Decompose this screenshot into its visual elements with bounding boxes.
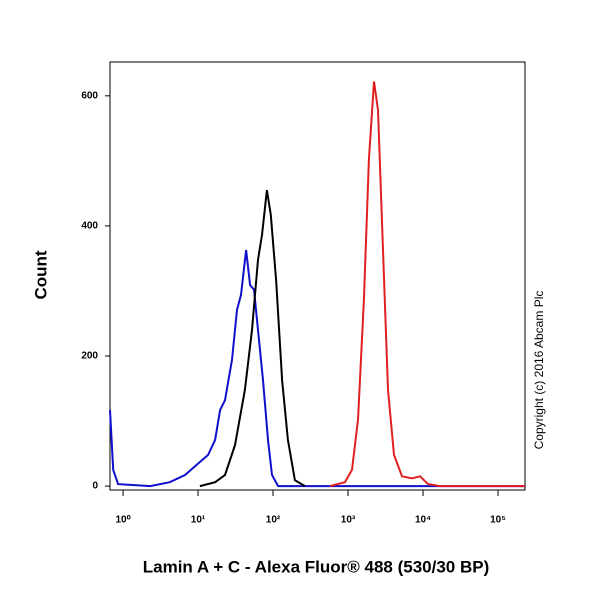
x-tick-label: 10⁵: [490, 515, 506, 526]
y-tick-label: 0: [92, 481, 98, 492]
x-tick-label: 10⁴: [415, 515, 431, 526]
x-axis-label: Lamin A + C - Alexa Fluor® 488 (530/30 B…: [143, 557, 490, 576]
histogram-line: [199, 189, 306, 488]
plot-frame: [109, 61, 526, 491]
x-tick-label: 10²: [266, 515, 281, 526]
x-tick-label: 10⁰: [115, 515, 130, 526]
x-tick-label: 10¹: [191, 515, 206, 526]
y-axis-label: Count: [31, 250, 50, 299]
histogram-line: [329, 81, 525, 488]
x-tick-label: 10³: [341, 515, 356, 526]
copyright: Copyright (c) 2016 Abcam Plc: [532, 291, 546, 450]
y-tick-label: 200: [81, 351, 98, 362]
y-tick-label: 400: [81, 221, 98, 232]
y-tick-label: 600: [81, 90, 98, 101]
histogram-line: [109, 249, 525, 488]
